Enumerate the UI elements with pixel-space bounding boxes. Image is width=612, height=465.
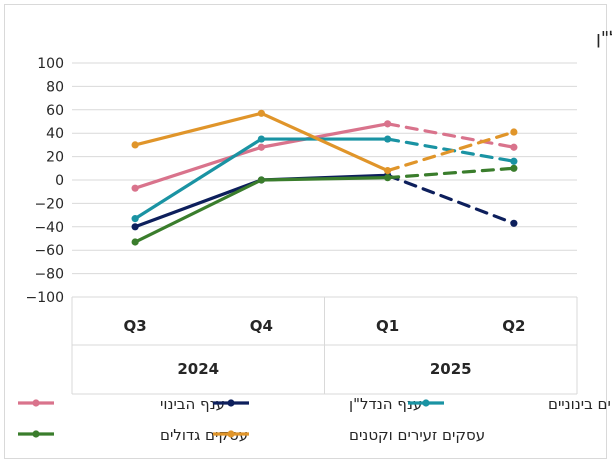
legend-label: ענף הנדל"ן — [349, 395, 422, 413]
y-tick-label: −60 — [34, 243, 64, 259]
legend-item: עסקים גדולים — [18, 426, 248, 444]
legend-point-marker — [32, 430, 40, 438]
data-point — [257, 143, 265, 151]
y-tick-label: 60 — [46, 103, 64, 119]
x-tick-label: Q1 — [376, 317, 399, 335]
series-4 — [131, 109, 518, 175]
data-point — [384, 167, 392, 175]
data-point — [510, 143, 518, 151]
legend-point-marker — [227, 399, 235, 407]
year-label: 2024 — [177, 360, 219, 378]
series-forecast-line — [386, 130, 516, 173]
data-point — [131, 223, 139, 231]
data-point — [257, 109, 265, 117]
legend-point-marker — [32, 399, 40, 407]
y-tick-label: −100 — [26, 290, 64, 306]
x-tick-label: Q2 — [502, 317, 525, 335]
legend-label: עסקים גדולים — [160, 426, 248, 444]
year-label: 2025 — [430, 360, 472, 378]
series-line — [133, 176, 390, 244]
data-point — [384, 120, 392, 128]
data-point — [510, 128, 518, 136]
data-point — [131, 215, 139, 223]
data-point — [384, 174, 392, 182]
data-point — [257, 135, 265, 143]
data-point — [131, 238, 139, 246]
legend-point-marker — [422, 399, 430, 407]
series-forecast-line — [386, 166, 516, 180]
chart-frame — [4, 4, 607, 459]
legend-label: ענף הבינוי — [160, 395, 225, 413]
y-tick-label: 80 — [46, 79, 64, 95]
series-0 — [131, 120, 518, 192]
x-tick-label: Q4 — [250, 317, 273, 335]
legend-label: עסקים בינוניים — [548, 395, 612, 413]
data-point — [510, 157, 518, 165]
chart-title: ב. עסקים לפי גודל עסק וענפי הבינוי והנדל… — [596, 28, 612, 49]
grid — [72, 62, 577, 298]
data-point — [257, 176, 265, 184]
data-point — [131, 184, 139, 192]
series-lines — [131, 109, 518, 246]
data-point — [510, 219, 518, 227]
legend: ענף הבינוי ענף הנדל"ן עסקים בינוניים עסקים … — [18, 395, 612, 444]
series-1 — [131, 171, 518, 231]
x-tick-label: Q3 — [124, 317, 147, 335]
y-tick-label: 20 — [46, 150, 64, 166]
axes: 100 80 60 40 20 0 −20 −40 −60 −80 −100 2024 2025 Q3 Q4… — [26, 56, 578, 395]
legend-item: ענף הנדל"ן — [213, 395, 422, 413]
data-point — [384, 135, 392, 143]
legend-item: ענף הבינוי — [18, 395, 225, 413]
y-tick-label: −20 — [34, 196, 64, 212]
y-tick-label: −40 — [34, 220, 64, 236]
series-forecast-line — [386, 173, 516, 225]
series-forecast-line — [386, 122, 516, 149]
legend-item: עסקים בינוניים — [408, 395, 612, 413]
y-tick-label: 100 — [37, 56, 64, 72]
y-tick-label: −80 — [34, 267, 64, 283]
data-point — [510, 164, 518, 172]
y-tick-label: 0 — [55, 173, 64, 189]
y-tick-label: 40 — [46, 126, 64, 142]
data-point — [131, 141, 139, 149]
legend-point-marker — [227, 430, 235, 438]
series-3 — [131, 164, 518, 246]
legend-label: עסקים זעירים וקטנים — [349, 426, 485, 444]
legend-item: עסקים זעירים וקטנים — [213, 426, 485, 444]
